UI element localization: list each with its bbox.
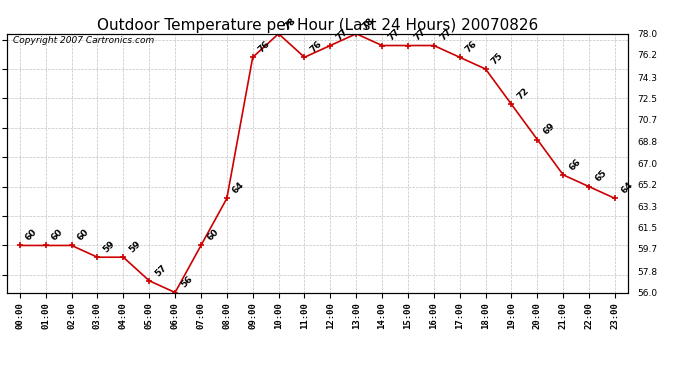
Text: 66: 66 — [567, 157, 582, 172]
Text: 76: 76 — [257, 39, 272, 54]
Text: 65: 65 — [593, 169, 609, 184]
Text: 60: 60 — [76, 228, 91, 243]
Text: 76: 76 — [464, 39, 479, 54]
Text: 77: 77 — [335, 27, 350, 43]
Text: 77: 77 — [386, 27, 402, 43]
Text: 59: 59 — [128, 239, 143, 255]
Text: 60: 60 — [24, 228, 39, 243]
Text: 77: 77 — [412, 27, 428, 43]
Text: 59: 59 — [101, 239, 117, 255]
Text: 57: 57 — [153, 262, 168, 278]
Text: 77: 77 — [438, 27, 453, 43]
Text: 72: 72 — [515, 86, 531, 102]
Text: 60: 60 — [205, 228, 220, 243]
Text: 64: 64 — [231, 180, 246, 196]
Text: 76: 76 — [308, 39, 324, 54]
Text: Copyright 2007 Cartronics.com: Copyright 2007 Cartronics.com — [13, 36, 155, 45]
Text: 64: 64 — [619, 180, 634, 196]
Text: 69: 69 — [542, 122, 557, 137]
Title: Outdoor Temperature per Hour (Last 24 Hours) 20070826: Outdoor Temperature per Hour (Last 24 Ho… — [97, 18, 538, 33]
Text: 78: 78 — [283, 16, 298, 31]
Text: 78: 78 — [360, 16, 375, 31]
Text: 75: 75 — [490, 51, 505, 66]
Text: 56: 56 — [179, 274, 195, 290]
Text: 60: 60 — [50, 228, 65, 243]
